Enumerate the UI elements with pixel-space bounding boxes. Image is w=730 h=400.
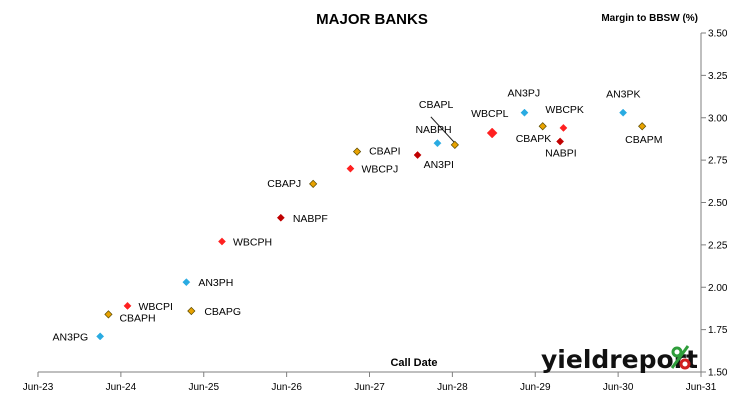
x-tick-label: Jun-31 [686, 382, 717, 393]
point-label-wbcph: WBCPH [233, 236, 272, 248]
point-label-cbapm: CBAPM [625, 134, 662, 146]
data-point-wbcpl [486, 127, 498, 139]
y-tick-label: 3.00 [708, 113, 728, 124]
data-point-an3ph [182, 278, 191, 287]
y-tick-label: 1.75 [708, 325, 728, 336]
data-point-cbapl [450, 140, 459, 149]
point-label-wbcpl: WBCPL [471, 108, 509, 120]
y-tick-label: 2.50 [708, 198, 728, 209]
yieldreport-logo: yieldreport [541, 345, 698, 374]
y-tick-label: 3.25 [708, 71, 728, 82]
data-point-wbcpj [346, 164, 355, 173]
point-label-nabph: NABPH [415, 124, 451, 136]
y-tick-label: 2.00 [708, 283, 728, 294]
y-tick-label: 1.50 [708, 368, 728, 379]
point-label-an3pk: AN3PK [606, 89, 640, 101]
data-point-cbapi [352, 147, 362, 156]
data-point-cbapk [538, 122, 547, 131]
y-tick-label: 3.50 [708, 29, 728, 40]
x-tick-label: Jun-28 [437, 382, 468, 393]
x-tick-label: Jun-27 [354, 382, 385, 393]
point-label-an3pg: AN3PG [53, 331, 89, 343]
data-point-cbapj [309, 179, 318, 188]
point-label-cbapl: CBAPL [419, 99, 454, 111]
data-point-wbcpi [123, 301, 132, 310]
y-tick-label: 2.75 [708, 156, 728, 167]
point-label-cbapk: CBAPK [516, 133, 552, 145]
data-point-an3pk [619, 108, 628, 117]
data-point-nabph [433, 139, 442, 148]
point-label-nabpi: NABPI [545, 147, 577, 159]
chart-title: MAJOR BANKS [316, 11, 428, 28]
data-point-cbapg [187, 306, 196, 316]
x-tick-label: Jun-29 [520, 382, 551, 393]
point-label-wbcpk: WBCPK [545, 104, 584, 116]
data-point-nabpi [556, 137, 565, 146]
x-axis-title: Call Date [390, 357, 437, 369]
y-axis: 1.50 1.75 2.00 2.25 2.50 2.75 3.00 3.25 3.50 [700, 29, 728, 379]
data-points [96, 108, 647, 341]
point-label-wbcpj: WBCPJ [361, 164, 398, 176]
point-label-an3ph: AN3PH [198, 277, 233, 289]
point-label-cbapj: CBAPJ [267, 178, 301, 190]
y-tick-label: 2.25 [708, 240, 728, 251]
x-tick-label: Jun-23 [23, 382, 54, 393]
point-label-cbapi: CBAPI [369, 146, 401, 158]
data-point-an3pi [413, 151, 422, 159]
y-axis-title: Margin to BBSW (%) [601, 13, 698, 24]
percent-icon [670, 345, 691, 370]
point-label-cbaph: CBAPH [119, 312, 155, 324]
x-tick-label: Jun-30 [603, 382, 634, 393]
logo-text: yieldreport [541, 345, 698, 374]
x-tick-label: Jun-26 [271, 382, 302, 393]
point-label-an3pj: AN3PJ [507, 88, 540, 100]
data-point-an3pj [520, 108, 529, 117]
callouts [430, 116, 455, 143]
data-point-cbaph [104, 310, 113, 319]
point-label-an3pi: AN3PI [424, 159, 454, 171]
x-tick-label: Jun-24 [106, 382, 137, 393]
data-point-nabpf [276, 213, 285, 222]
point-label-cbapg: CBAPG [204, 306, 241, 318]
point-label-wbcpi: WBCPI [139, 301, 173, 313]
data-point-cbapm [638, 122, 647, 131]
data-point-wbcph [218, 237, 226, 246]
data-point-wbcpk [559, 123, 568, 132]
x-axis: Jun-23 Jun-24 Jun-25 Jun-26 Jun-27 Jun-28 Jun-… [23, 371, 717, 393]
point-label-nabpf: NABPF [293, 213, 328, 225]
x-tick-label: Jun-25 [188, 382, 219, 393]
callout-line [430, 116, 455, 143]
data-point-an3pg [96, 332, 105, 341]
